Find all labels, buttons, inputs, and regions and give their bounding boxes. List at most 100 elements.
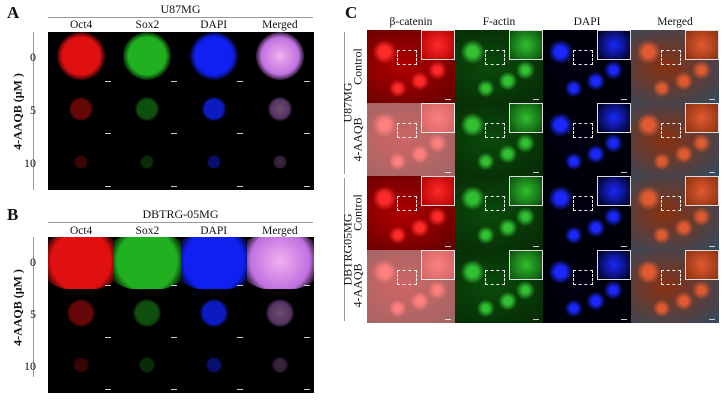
spheroid [133, 299, 162, 327]
micrograph-cell [48, 237, 115, 289]
row-label-concentration: 5 [30, 103, 36, 118]
spheroid [140, 154, 155, 169]
zoom-region-box [661, 269, 681, 285]
scale-bar [621, 99, 627, 101]
spheroid [73, 357, 90, 373]
spheroid [255, 32, 304, 81]
scale-bar [303, 285, 310, 286]
micrograph-cell [543, 176, 631, 250]
scale-bar [171, 337, 177, 338]
zoom-region-box [397, 196, 417, 212]
micrograph-cell [246, 32, 314, 85]
zoomed-inset [421, 103, 455, 134]
micrograph-cell [114, 341, 181, 393]
spheroid [201, 97, 226, 122]
column-header: DAPI [573, 16, 601, 28]
zoom-region-box [661, 196, 681, 212]
scale-bar [104, 80, 111, 82]
scale-bar [171, 133, 177, 135]
spheroid [267, 97, 292, 122]
scale-bar [104, 337, 111, 338]
row-label-concentration: 10 [24, 359, 36, 373]
spheroid [74, 154, 89, 169]
spheroid [265, 299, 294, 327]
zoom-region-box [485, 123, 505, 139]
scale-bar [533, 99, 539, 101]
zoom-region-box [397, 50, 417, 65]
zoomed-inset [421, 176, 455, 207]
scale-bar [303, 186, 310, 188]
zoomed-inset [685, 103, 719, 134]
micrograph-cell [114, 84, 181, 138]
micrograph-cell [367, 176, 455, 250]
row-label-concentration: 0 [30, 50, 36, 65]
zoom-region-box [573, 123, 593, 139]
scale-bar [533, 318, 539, 320]
column-header: Merged [262, 225, 298, 237]
micrograph-cell [631, 103, 719, 177]
column-header: Sox2 [135, 19, 160, 31]
zoomed-inset [509, 30, 543, 60]
spheroid [114, 237, 181, 289]
micrograph-cell [246, 237, 314, 289]
micrograph-cell [455, 249, 543, 323]
spheroid [139, 357, 156, 373]
scale-bar [237, 186, 244, 188]
zoomed-inset [509, 249, 543, 280]
zoom-region-box [573, 269, 593, 285]
zoomed-inset [685, 30, 719, 60]
scale-bar [533, 245, 539, 247]
scale-bar [445, 172, 451, 174]
spheroid [67, 299, 96, 327]
scale-bar [445, 318, 451, 320]
micrograph-cell [180, 237, 248, 289]
zoomed-inset [597, 30, 631, 60]
panel-b-row-rule [33, 237, 34, 377]
zoomed-inset [597, 103, 631, 134]
column-header: β-catenin [389, 16, 433, 28]
column-header: F-actin [482, 16, 516, 28]
scale-bar [171, 285, 177, 286]
micrograph-cell [455, 103, 543, 177]
spheroid [246, 237, 314, 289]
panel-a-row-rule [33, 32, 34, 190]
scale-bar [237, 133, 244, 135]
micrograph-cell [543, 249, 631, 323]
scale-bar [621, 245, 627, 247]
spheroid [123, 32, 172, 81]
group-rule [344, 178, 345, 321]
micrograph-cell [246, 137, 314, 191]
micrograph-cell [367, 103, 455, 177]
scale-bar [104, 133, 111, 135]
micrograph-cell [114, 137, 181, 191]
scale-bar [709, 172, 715, 174]
zoom-region-box [485, 269, 505, 285]
scale-bar [171, 389, 177, 390]
row-label-treatment: Control [350, 194, 365, 231]
column-header: Sox2 [135, 225, 160, 237]
row-label-concentration: 0 [30, 255, 36, 269]
row-label-treatment: 4-AAQB [350, 117, 365, 162]
micrograph-cell [543, 103, 631, 177]
scale-bar [237, 80, 244, 82]
scale-bar [237, 389, 244, 390]
micrograph-cell [48, 84, 115, 138]
micrograph-cell [455, 176, 543, 250]
micrograph-cell [114, 237, 181, 289]
panel-a-title-rule [48, 17, 313, 18]
spheroid [271, 357, 288, 373]
scale-bar [709, 318, 715, 320]
spheroid [57, 32, 106, 81]
scale-bar [171, 186, 177, 188]
spheroid [205, 357, 222, 373]
micrograph-cell [48, 341, 115, 393]
zoom-region-box [573, 50, 593, 65]
micrograph-cell [543, 30, 631, 104]
scale-bar [104, 285, 111, 286]
panel-c-label: C [345, 3, 358, 22]
spheroid [180, 237, 248, 289]
column-header: DAPI [200, 19, 228, 31]
micrograph-cell [367, 30, 455, 104]
zoomed-inset [685, 249, 719, 280]
